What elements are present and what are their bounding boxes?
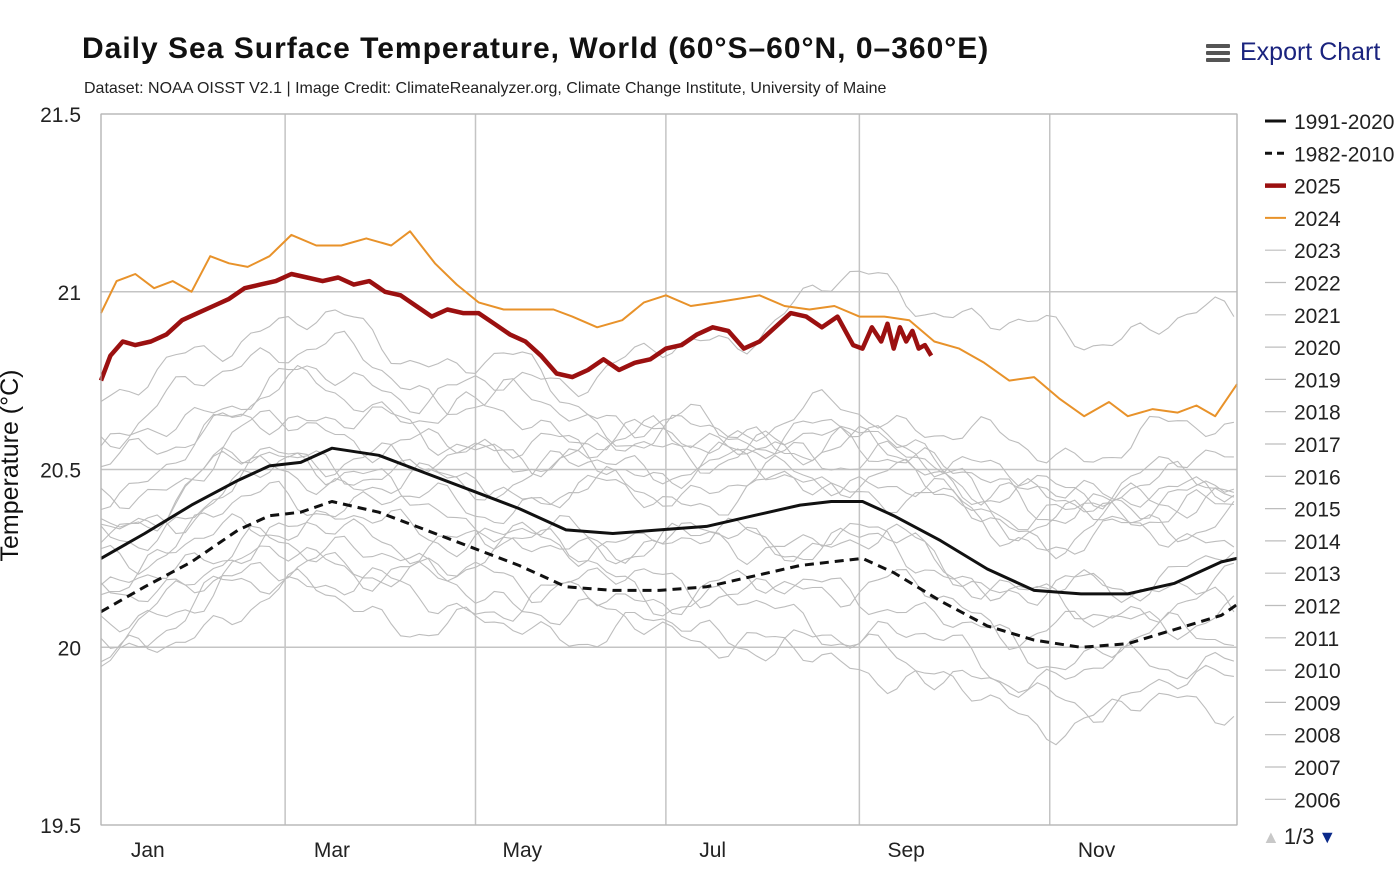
legend-item-2020[interactable]: 2020	[1265, 337, 1341, 360]
series-line-2008	[100, 568, 1234, 723]
legend-label: 2013	[1294, 563, 1341, 586]
legend-label: 2008	[1294, 725, 1341, 748]
x-tick-label: Jan	[131, 839, 165, 862]
legend-item-2022[interactable]: 2022	[1265, 273, 1341, 296]
legend-item-2018[interactable]: 2018	[1265, 402, 1341, 425]
series-line-2019	[100, 364, 1234, 510]
legend-label: 2017	[1294, 434, 1341, 457]
x-tick-label: Nov	[1078, 839, 1116, 862]
legend-label: 2022	[1294, 273, 1341, 296]
series-line-2011	[100, 545, 1234, 671]
series-line-2020	[100, 330, 1235, 520]
legend-label: 2006	[1294, 789, 1341, 812]
legend-label: 2015	[1294, 499, 1341, 522]
legend-item-2021[interactable]: 2021	[1265, 305, 1341, 328]
plot-border	[100, 113, 1238, 826]
series-line-2023	[100, 270, 1235, 447]
legend-item-2019[interactable]: 2019	[1265, 369, 1341, 392]
legend-item-2015[interactable]: 2015	[1265, 499, 1341, 522]
legend-item-2008[interactable]: 2008	[1265, 725, 1341, 748]
chart-title: Daily Sea Surface Temperature, World (60…	[82, 32, 990, 65]
legend-item-2013[interactable]: 2013	[1265, 563, 1341, 586]
legend-label: 2011	[1294, 628, 1339, 651]
series-line-2014	[100, 454, 1235, 575]
series-line-2009	[100, 522, 1235, 649]
legend-label: 2023	[1294, 240, 1341, 263]
series-line-2022	[100, 409, 1235, 524]
legend-label: 2025	[1294, 176, 1341, 199]
legend-label: 2018	[1294, 402, 1341, 425]
pager-label: 1/3	[1283, 824, 1315, 849]
y-axis-ticks: 19.5 20 20.5 21 21.5	[40, 104, 81, 838]
legend-item-2025[interactable]: 2025	[1265, 176, 1341, 199]
legend-item-2012[interactable]: 2012	[1265, 596, 1341, 619]
legend-label: 2007	[1294, 757, 1341, 780]
legend-label: 2019	[1294, 369, 1341, 392]
y-tick-label: 20	[58, 637, 81, 660]
series-line-2015	[100, 389, 1235, 543]
y-tick-label: 20.5	[40, 460, 81, 483]
menu-icon	[1206, 43, 1230, 62]
x-tick-label: May	[502, 839, 542, 862]
series-line-2006	[100, 567, 1235, 668]
legend-item-2016[interactable]: 2016	[1265, 466, 1341, 489]
series-line-1991-2020	[100, 446, 1238, 596]
legend[interactable]: 1991-2020 1982-2010 2025 2024 2023 2022 2021 20…	[1265, 111, 1394, 812]
series-line-2007	[100, 525, 1235, 746]
series-line-2025	[98, 271, 934, 382]
legend-item-2014[interactable]: 2014	[1265, 531, 1341, 554]
legend-item-2006[interactable]: 2006	[1265, 789, 1341, 812]
series-line-1982-2010	[100, 500, 1238, 649]
series-line-2013	[100, 508, 1235, 606]
legend-label: 2012	[1294, 596, 1341, 619]
legend-pager: ▲ 1/3 ▼	[1262, 824, 1336, 850]
legend-item-2024[interactable]: 2024	[1265, 208, 1341, 231]
legend-item-1982-2010[interactable]: 1982-2010	[1265, 143, 1394, 166]
legend-item-2011[interactable]: 2011	[1265, 628, 1339, 651]
legend-label: 1982-2010	[1294, 143, 1394, 166]
legend-label: 2009	[1294, 692, 1341, 715]
legend-item-2017[interactable]: 2017	[1265, 434, 1341, 457]
legend-item-2007[interactable]: 2007	[1265, 757, 1341, 780]
series-line-2016	[100, 309, 1234, 527]
x-tick-label: Sep	[887, 839, 924, 862]
series-line-2024	[100, 230, 1238, 418]
legend-item-1991-2020[interactable]: 1991-2020	[1265, 111, 1394, 134]
y-tick-label: 21	[58, 282, 81, 305]
series-line-2017	[100, 406, 1235, 543]
y-axis-label: Temperature (°C)	[0, 370, 24, 562]
y-tick-label: 21.5	[40, 104, 81, 127]
legend-item-2010[interactable]: 2010	[1265, 660, 1341, 683]
legend-label: 2021	[1294, 305, 1341, 328]
chart-subtitle: Dataset: NOAA OISST V2.1 | Image Credit:…	[84, 80, 887, 97]
export-chart-button[interactable]: Export Chart	[1206, 38, 1380, 67]
pager-down-icon[interactable]: ▼	[1318, 826, 1337, 847]
x-tick-label: Jul	[699, 839, 726, 862]
x-axis-ticks: Jan Mar May Jul Sep Nov	[131, 839, 1116, 862]
pager-up-icon[interactable]: ▲	[1262, 826, 1280, 847]
export-chart-label: Export Chart	[1240, 38, 1381, 66]
y-tick-label: 19.5	[40, 815, 81, 838]
legend-item-2023[interactable]: 2023	[1265, 240, 1341, 263]
legend-label: 2016	[1294, 466, 1341, 489]
legend-label: 2014	[1294, 531, 1341, 554]
legend-label: 2024	[1294, 208, 1341, 231]
x-tick-label: Mar	[314, 839, 350, 862]
series-line-2010	[100, 446, 1235, 694]
background-year-lines	[100, 270, 1235, 746]
series-line-2018	[100, 455, 1235, 560]
legend-label: 2010	[1294, 660, 1341, 683]
legend-label: 2020	[1294, 337, 1341, 360]
series-line-2012	[100, 518, 1235, 623]
highlight-series-lines	[98, 230, 1238, 649]
legend-item-2009[interactable]: 2009	[1265, 692, 1341, 715]
legend-label: 1991-2020	[1294, 111, 1394, 134]
